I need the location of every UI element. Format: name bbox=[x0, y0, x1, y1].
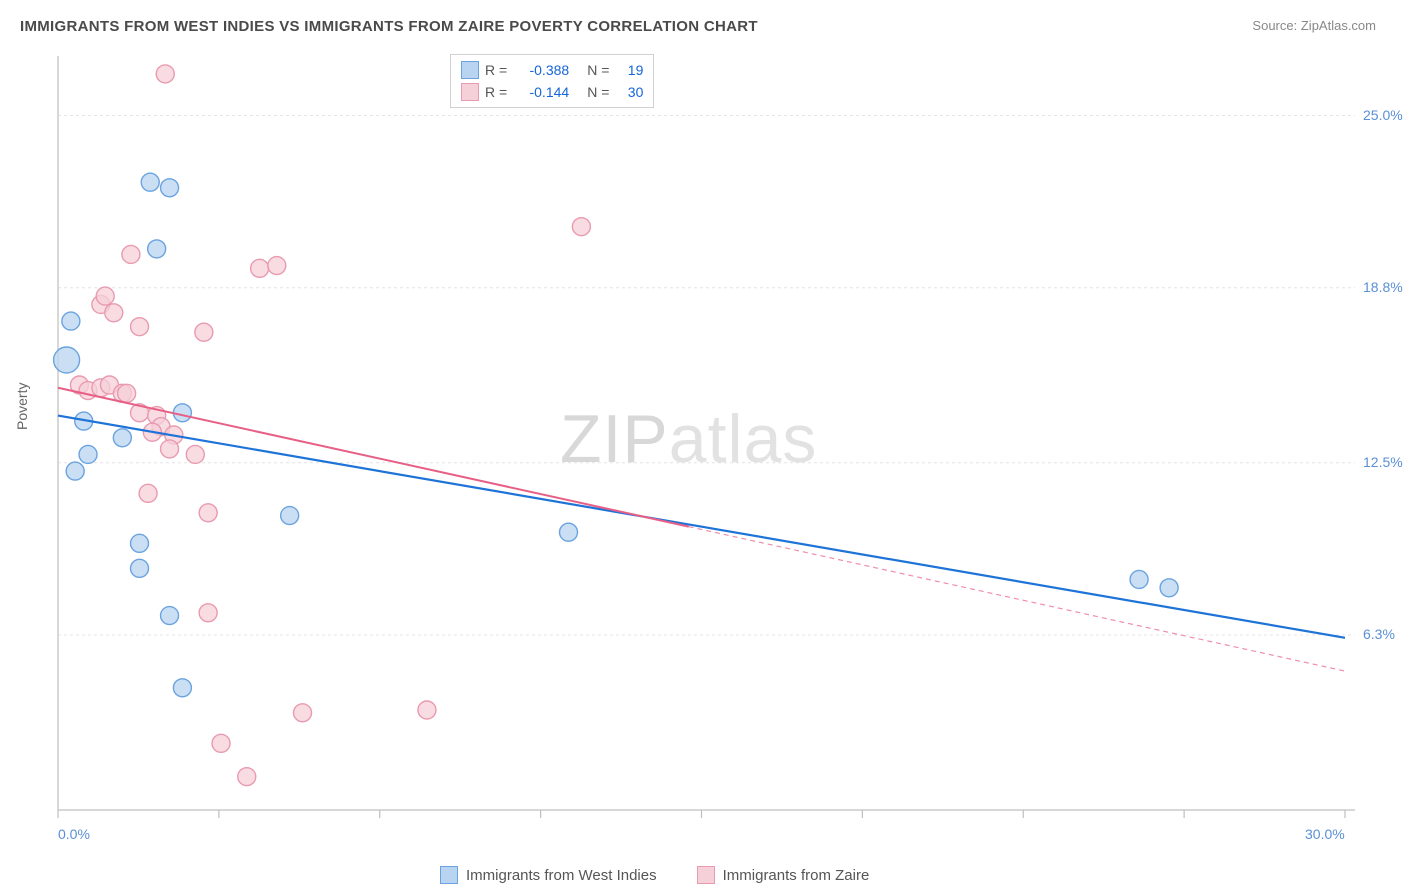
legend-row-series-2: R = -0.144 N = 30 bbox=[461, 81, 643, 103]
r-value-series-1: -0.388 bbox=[513, 62, 569, 78]
watermark-thin: atlas bbox=[669, 401, 818, 477]
r-value-series-2: -0.144 bbox=[513, 84, 569, 100]
y-tick-label: 6.3% bbox=[1363, 626, 1395, 642]
n-label: N = bbox=[587, 84, 609, 100]
source-attribution: Source: ZipAtlas.com bbox=[1252, 18, 1376, 33]
swatch-series-1 bbox=[461, 61, 479, 79]
series-legend: Immigrants from West Indies Immigrants f… bbox=[440, 866, 869, 884]
legend-item-series-2: Immigrants from Zaire bbox=[697, 866, 870, 884]
r-label: R = bbox=[485, 84, 507, 100]
source-label: Source: bbox=[1252, 18, 1297, 33]
watermark-bold: ZIP bbox=[560, 401, 669, 477]
source-link[interactable]: ZipAtlas.com bbox=[1301, 18, 1376, 33]
y-tick-label: 12.5% bbox=[1363, 454, 1403, 470]
correlation-legend: R = -0.388 N = 19 R = -0.144 N = 30 bbox=[450, 54, 654, 108]
n-label: N = bbox=[587, 62, 609, 78]
swatch-series-2 bbox=[461, 83, 479, 101]
legend-item-series-1: Immigrants from West Indies bbox=[440, 866, 657, 884]
x-tick-label: 30.0% bbox=[1305, 826, 1345, 842]
x-tick-label: 0.0% bbox=[58, 826, 90, 842]
r-label: R = bbox=[485, 62, 507, 78]
watermark: ZIPatlas bbox=[560, 400, 817, 478]
y-tick-label: 25.0% bbox=[1363, 107, 1403, 123]
legend-row-series-1: R = -0.388 N = 19 bbox=[461, 59, 643, 81]
swatch-series-1 bbox=[440, 866, 458, 884]
y-tick-label: 18.8% bbox=[1363, 279, 1403, 295]
chart-title: IMMIGRANTS FROM WEST INDIES VS IMMIGRANT… bbox=[20, 18, 758, 35]
series-2-name: Immigrants from Zaire bbox=[723, 867, 870, 884]
series-1-name: Immigrants from West Indies bbox=[466, 867, 657, 884]
y-axis-label: Poverty bbox=[14, 383, 30, 430]
n-value-series-2: 30 bbox=[615, 84, 643, 100]
n-value-series-1: 19 bbox=[615, 62, 643, 78]
swatch-series-2 bbox=[697, 866, 715, 884]
